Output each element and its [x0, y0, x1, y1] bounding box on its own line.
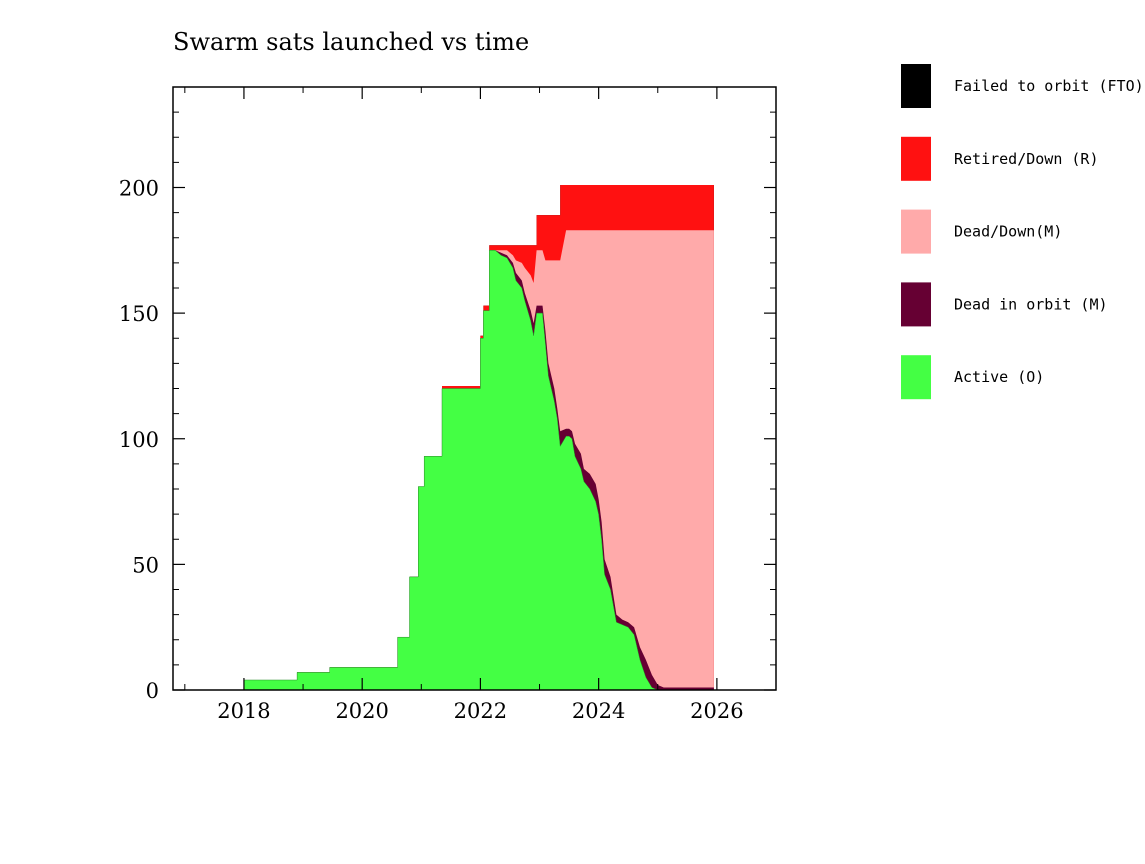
legend-swatch-dead-down-m	[901, 209, 931, 254]
y-tick-label: 200	[119, 177, 159, 201]
legend-swatch-active-o	[901, 355, 931, 400]
y-tick-label: 150	[119, 302, 159, 326]
legend-label-dead-down-m: Dead/Down(M)	[954, 223, 1062, 241]
legend-label-dead-in-orbit-m: Dead in orbit (M)	[954, 295, 1108, 313]
area-series-group	[184, 185, 714, 691]
y-tick-label: 0	[146, 679, 159, 703]
legend-swatch-dead-in-orbit-m	[901, 282, 931, 327]
legend-label-failed-to-orbit-fto: Failed to orbit (FTO)	[954, 77, 1144, 95]
axis-ticks: 2018 2020 2022 2024 2026 0 50 100 150 200	[119, 86, 777, 723]
area-active-o	[184, 250, 714, 691]
legend: Failed to orbit (FTO) Retired/Down (R) Dea…	[901, 64, 1144, 400]
chart-title: Swarm sats launched vs time	[173, 28, 529, 56]
x-tick-label: 2018	[217, 699, 270, 723]
x-tick-label: 2022	[454, 699, 507, 723]
y-tick-label: 100	[119, 428, 159, 452]
legend-label-active-o: Active (O)	[954, 368, 1044, 386]
x-tick-label: 2026	[690, 699, 743, 723]
legend-swatch-retired-down-r	[901, 136, 931, 181]
y-tick-label: 50	[132, 553, 159, 577]
legend-label-retired-down-r: Retired/Down (R)	[954, 150, 1099, 168]
x-tick-label: 2024	[572, 699, 625, 723]
legend-swatch-failed-to-orbit-fto	[901, 64, 931, 108]
x-tick-label: 2020	[335, 699, 388, 723]
